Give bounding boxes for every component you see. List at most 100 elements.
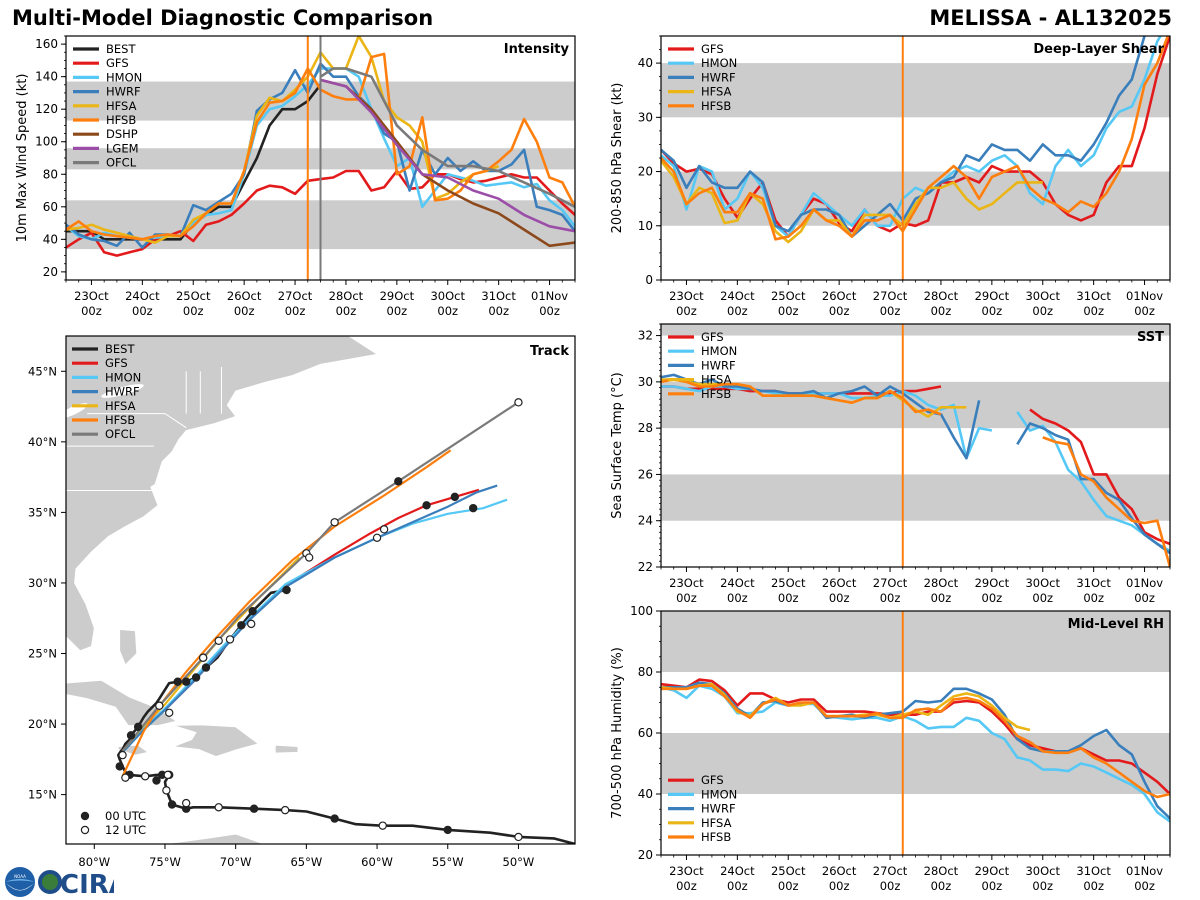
marker-00utc bbox=[167, 800, 177, 809]
y-tick-label: 0 bbox=[645, 273, 653, 287]
legend-label-hmon: HMON bbox=[701, 787, 737, 801]
x-tick-label: 28Oct bbox=[924, 289, 959, 303]
marker-12utc bbox=[163, 770, 172, 780]
x-tick-label: 00z bbox=[336, 304, 357, 318]
cira-logo-icon: CIRA bbox=[38, 870, 114, 898]
x-tick-label: 00z bbox=[982, 304, 1003, 318]
y-tick-label: 30 bbox=[638, 375, 653, 389]
y-tick-label: 20°N bbox=[28, 717, 57, 731]
legend-label-ofcl: OFCL bbox=[105, 427, 136, 441]
y-tick-label: 40 bbox=[638, 56, 653, 70]
x-tick-label: 00z bbox=[676, 304, 697, 318]
x-tick-label: 00z bbox=[727, 304, 748, 318]
y-tick-label: 15°N bbox=[28, 788, 57, 802]
marker-12utc bbox=[514, 398, 523, 407]
marker-12utc bbox=[214, 803, 223, 812]
legend-label-gfs: GFS bbox=[106, 56, 129, 70]
marker-12utc bbox=[198, 653, 208, 662]
marker-00utc bbox=[173, 677, 182, 686]
x-tick-label: 25Oct bbox=[771, 289, 806, 303]
y-tick-label: 80 bbox=[638, 665, 653, 679]
x-tick-label: 25Oct bbox=[771, 576, 806, 590]
y-axis-label: 200-850 hPa Shear (kt) bbox=[610, 83, 625, 234]
legend-label-gfs: GFS bbox=[701, 330, 724, 344]
x-tick-label: 50°W bbox=[503, 855, 535, 869]
x-tick-label: 00z bbox=[132, 304, 153, 318]
x-tick-label: 00z bbox=[1032, 304, 1053, 318]
marker-00utc bbox=[282, 585, 291, 595]
x-tick-label: 00z bbox=[1134, 591, 1155, 605]
x-tick-label: 31Oct bbox=[481, 289, 516, 303]
x-tick-label: 00z bbox=[778, 304, 799, 318]
legend-label-hfsb: HFSB bbox=[701, 830, 731, 844]
y-tick-label: 28 bbox=[638, 421, 653, 435]
x-tick-label: 00z bbox=[829, 591, 850, 605]
legend-label-hfsb: HFSB bbox=[106, 113, 136, 127]
x-tick-label: 01Nov bbox=[1126, 864, 1163, 878]
marker-12utc bbox=[378, 821, 387, 830]
y-axis-label: 700-500 hPa Humidity (%) bbox=[610, 647, 625, 819]
x-tick-label: 00z bbox=[931, 879, 952, 893]
legend-label-best: BEST bbox=[106, 42, 136, 56]
panel-title: Deep-Layer Shear bbox=[1033, 42, 1164, 57]
plot-frame bbox=[65, 335, 576, 845]
x-tick-label: 29Oct bbox=[380, 289, 415, 303]
track-markers bbox=[115, 398, 523, 842]
marker-00utc bbox=[201, 663, 211, 672]
x-tick-label: 24Oct bbox=[125, 289, 160, 303]
x-tick-label: 01Nov bbox=[531, 289, 568, 303]
x-tick-label: 27Oct bbox=[278, 289, 313, 303]
shaded-band bbox=[661, 733, 1170, 794]
x-tick-label: 28Oct bbox=[924, 576, 959, 590]
x-tick-label: 00z bbox=[1083, 591, 1104, 605]
marker-00utc bbox=[469, 503, 478, 513]
marker-12utc bbox=[330, 518, 339, 527]
series-line-hmon bbox=[661, 36, 1162, 238]
x-tick-label: 29Oct bbox=[975, 289, 1010, 303]
series-line-lgem bbox=[320, 78, 575, 233]
x-tick-label: 23Oct bbox=[669, 576, 704, 590]
y-tick-label: 120 bbox=[35, 102, 58, 116]
x-tick-label: 00z bbox=[183, 304, 204, 318]
y-tick-label: 35°N bbox=[28, 505, 57, 519]
y-tick-label: 40 bbox=[638, 787, 653, 801]
x-tick-label: 24Oct bbox=[720, 576, 755, 590]
y-tick-label: 60 bbox=[43, 200, 58, 214]
x-tick-label: 00z bbox=[676, 591, 697, 605]
x-tick-label: 80°W bbox=[78, 855, 110, 869]
x-tick-label: 00z bbox=[81, 304, 102, 318]
shaded-band bbox=[661, 324, 1170, 336]
intensity-panel: 20 40 60 80 100 120 140 160 10m Max Wind Speed (… bbox=[15, 35, 576, 318]
y-axis-label: 10m Max Wind Speed (kt) bbox=[15, 74, 30, 243]
marker-12utc bbox=[247, 619, 256, 629]
svg-text:NOAA: NOAA bbox=[14, 874, 26, 879]
track-lines bbox=[117, 401, 575, 844]
panel-title: Track bbox=[530, 344, 569, 359]
marker-12utc bbox=[121, 773, 130, 782]
x-tick-label: 00z bbox=[488, 304, 509, 318]
track-panel: 15°N 20°N 25°N 30°N 35°N 40°N 45°N 80°W 75°W 70°W… bbox=[28, 335, 576, 869]
x-tick-label: 00z bbox=[931, 304, 952, 318]
x-tick-label: 28Oct bbox=[329, 289, 364, 303]
x-tick-label: 23Oct bbox=[669, 289, 704, 303]
y-tick-label: 20 bbox=[638, 165, 653, 179]
marker-12utc bbox=[140, 772, 150, 781]
shaded-band bbox=[661, 611, 1170, 672]
x-tick-label: 01Nov bbox=[1126, 289, 1163, 303]
legend-label-hfsa: HFSA bbox=[701, 816, 732, 830]
x-tick-label: 00z bbox=[931, 591, 952, 605]
y-tick-label: 140 bbox=[35, 70, 58, 84]
marker-12utc bbox=[181, 798, 191, 808]
y-tick-label: 60 bbox=[638, 726, 653, 740]
marker-00utc bbox=[126, 731, 136, 740]
legend-label-hwrf: HWRF bbox=[105, 385, 140, 399]
legend-marker-label: 00 UTC bbox=[105, 809, 146, 823]
legend-label-hmon: HMON bbox=[701, 344, 737, 358]
lake-ontario bbox=[101, 384, 144, 398]
x-tick-label: 00z bbox=[982, 879, 1003, 893]
svg-text:CIRA: CIRA bbox=[60, 870, 114, 898]
marker-12utc bbox=[225, 635, 235, 644]
legend-label-best: BEST bbox=[105, 342, 135, 356]
